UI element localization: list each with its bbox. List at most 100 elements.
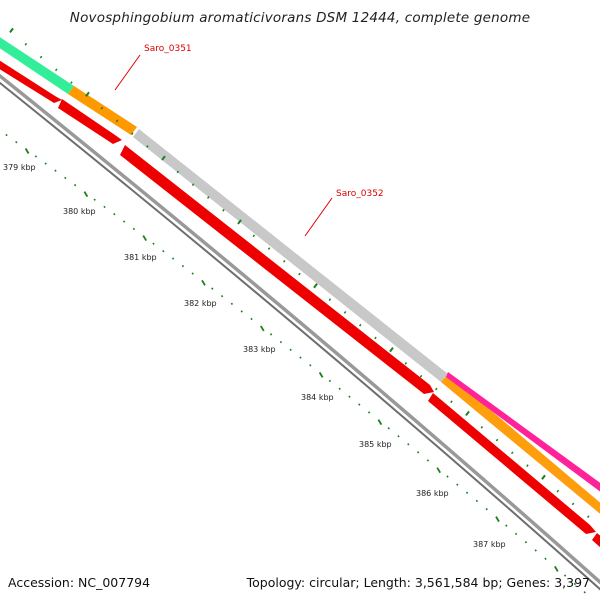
ruler-tick — [279, 340, 283, 344]
ruler-tick — [358, 403, 361, 406]
outer-tick — [70, 81, 73, 84]
gene-saro-0352[interactable] — [133, 129, 448, 382]
ruler-labels: 379 kbp 380 kbp 381 kbp 382 kbp 383 kbp 384 k… — [3, 163, 506, 549]
outer-tick — [434, 387, 438, 391]
ruler-tick — [426, 459, 430, 462]
ruler-tick — [563, 574, 567, 577]
ruler-tick — [534, 549, 537, 552]
ruler-tick — [416, 451, 420, 454]
outer-tick — [252, 234, 256, 238]
ruler-tick — [103, 205, 106, 209]
outer-tick — [54, 68, 58, 72]
outer-tick — [510, 451, 514, 455]
outer-tick — [176, 170, 180, 174]
ruler-tick — [465, 491, 469, 495]
ruler-tick — [338, 387, 341, 390]
outer-tick — [39, 55, 43, 59]
map-title: Novosphingobium aromaticivorans DSM 1244… — [69, 10, 531, 26]
ruler-tick — [260, 325, 265, 332]
ruler-tick — [495, 516, 500, 523]
backbone-inner — [0, 81, 600, 591]
outer-tick — [206, 196, 210, 199]
ruler-tick — [318, 371, 324, 378]
ruler-tick — [573, 582, 577, 586]
ruler-label: 381 kbp — [124, 253, 157, 262]
ruler-tick — [485, 507, 488, 511]
ruler-tick — [152, 242, 155, 245]
ruler-label: 384 kbp — [301, 393, 334, 402]
cds-segment[interactable] — [120, 145, 434, 394]
outer-tick-ring — [9, 27, 590, 519]
outer-tick — [222, 208, 225, 212]
ruler-tick — [544, 557, 547, 560]
gene-orange-2[interactable] — [441, 374, 600, 522]
outer-tick — [115, 119, 119, 123]
ruler-tick — [250, 317, 253, 321]
ruler-tick — [93, 198, 96, 201]
ruler-label: 380 kbp — [63, 207, 96, 216]
ruler-tick — [24, 148, 30, 154]
ruler-tick — [181, 264, 185, 268]
ruler-tick — [456, 483, 459, 486]
ruler-tick — [230, 302, 234, 305]
ruler-tick — [514, 532, 518, 536]
ruler-tick — [122, 220, 126, 223]
cds-segment[interactable] — [428, 393, 596, 534]
cds-track-red — [0, 48, 600, 556]
backbone-outer — [0, 73, 600, 585]
gene-pink[interactable] — [446, 372, 600, 499]
outer-tick — [267, 247, 271, 250]
outer-tick — [161, 155, 166, 161]
ruler-tick — [583, 591, 586, 594]
ruler-label: 387 kbp — [473, 540, 506, 549]
ruler-tick — [505, 524, 508, 527]
outer-tick — [419, 374, 423, 378]
ruler-tick — [377, 419, 383, 426]
callout-line-saro-0351 — [114, 54, 141, 91]
ruler-label: 383 kbp — [243, 345, 276, 354]
ruler-tick — [397, 435, 400, 438]
gene-label-saro-0351[interactable]: Saro_0351 — [144, 44, 192, 54]
gene-label-saro-0352[interactable]: Saro_0352 — [336, 189, 384, 199]
ruler-tick — [113, 213, 116, 216]
outer-tick — [130, 132, 134, 135]
outer-tick — [85, 91, 90, 97]
outer-tick — [556, 489, 560, 493]
ruler-tick — [64, 176, 67, 180]
gene-green[interactable] — [0, 24, 74, 94]
ruler-tick — [201, 279, 206, 286]
ruler-tick — [240, 310, 243, 313]
outer-tick — [343, 311, 347, 314]
ruler-tick — [83, 191, 89, 198]
cds-track-upper — [0, 24, 600, 522]
ruler-tick — [142, 235, 147, 242]
ruler-tick — [367, 411, 371, 414]
outer-tick — [313, 283, 318, 289]
outer-tick — [100, 106, 104, 110]
cds-segment[interactable] — [592, 533, 600, 556]
outer-tick — [526, 464, 529, 467]
ruler-tick — [132, 227, 136, 231]
accession-text: Accession: NC_007794 — [8, 575, 151, 590]
ruler-tick — [289, 348, 292, 351]
outer-tick — [282, 259, 286, 263]
outer-tick — [450, 400, 453, 404]
ruler-tick — [387, 427, 390, 430]
gene-saro-0351[interactable] — [68, 86, 137, 135]
ruler-ticks — [5, 133, 586, 594]
cds-segment[interactable] — [58, 99, 122, 144]
cds-segment[interactable] — [0, 48, 62, 103]
ruler-tick — [269, 333, 273, 336]
ruler-tick — [299, 356, 302, 359]
outer-tick — [495, 438, 499, 442]
outer-tick — [404, 362, 408, 365]
genome-summary-text: Topology: circular; Length: 3,561,584 bp… — [246, 575, 590, 590]
ruler-tick — [5, 133, 8, 137]
ruler-tick — [191, 272, 194, 275]
outer-tick — [298, 272, 301, 276]
outer-tick — [389, 347, 394, 353]
callout-line-saro-0352 — [304, 197, 333, 237]
outer-tick — [328, 298, 332, 301]
ruler-tick — [554, 565, 559, 572]
